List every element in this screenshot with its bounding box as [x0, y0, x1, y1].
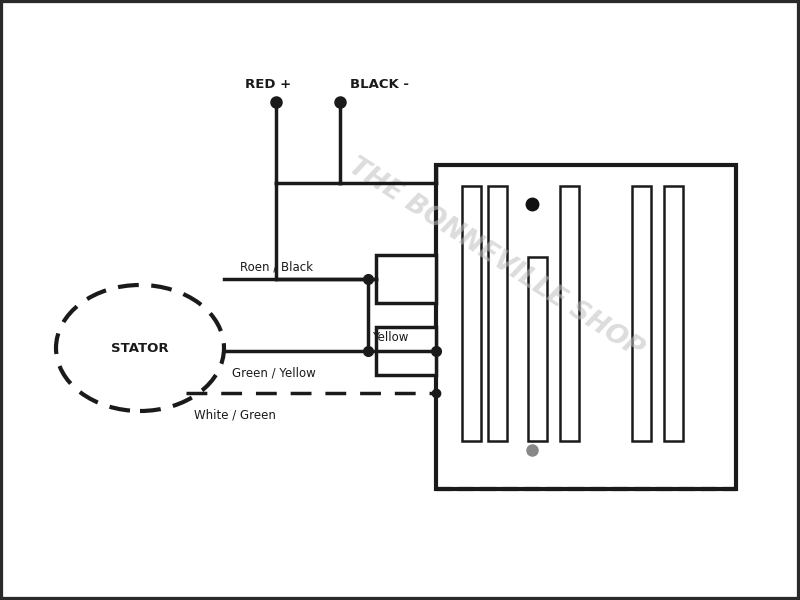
Text: RED +: RED + — [245, 78, 291, 91]
Text: BLACK -: BLACK - — [350, 78, 410, 91]
Bar — [664, 186, 683, 441]
Text: STATOR: STATOR — [111, 341, 169, 355]
Bar — [560, 186, 579, 441]
Text: Yellow: Yellow — [372, 331, 408, 344]
Bar — [528, 257, 547, 441]
Text: Roen / Black: Roen / Black — [240, 260, 313, 273]
Bar — [488, 186, 507, 441]
Bar — [376, 327, 436, 375]
Bar — [436, 165, 736, 489]
Bar — [632, 186, 651, 441]
Bar — [462, 186, 481, 441]
Text: White / Green: White / Green — [194, 408, 276, 421]
Text: THE BONNEVILLE SHOP: THE BONNEVILLE SHOP — [344, 153, 648, 363]
Text: Green / Yellow: Green / Yellow — [232, 366, 316, 379]
Bar — [376, 255, 436, 303]
